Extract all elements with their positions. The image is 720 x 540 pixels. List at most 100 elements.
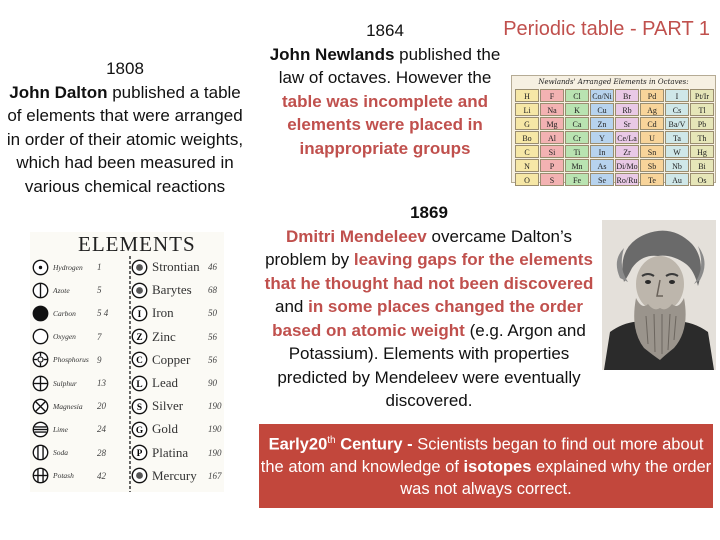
element-weight: 56: [208, 354, 217, 365]
octave-grid: H F Cl Co/Ni Br Pd I Pt/Ir Li Na K Cu Rb Ag Cs Tl G Mg Ca Z…: [515, 89, 714, 186]
magnesia-symbol-icon: [32, 398, 49, 415]
element-name: Iron: [152, 305, 174, 321]
element-row: Z Zinc 56: [131, 328, 217, 346]
element-name: Platina: [152, 444, 189, 460]
mendeleev-year: 1869: [410, 203, 448, 222]
octave-cell: Cl: [565, 89, 589, 102]
octave-cell: Ro/Ru: [615, 173, 639, 186]
element-row: Azote 5: [32, 281, 102, 299]
mendeleev-portrait: [602, 220, 716, 370]
early-lead-a: Early20: [268, 435, 328, 454]
element-weight: 28: [97, 447, 106, 458]
octave-cell: Th: [690, 131, 714, 144]
element-name: Copper: [152, 351, 191, 367]
early-sup: th: [327, 435, 336, 446]
early-text-2: explained why the order was not always c…: [400, 457, 712, 498]
azote-symbol-icon: [32, 282, 49, 299]
element-row: Mercury 167: [131, 467, 222, 485]
octave-cell: Ba/V: [665, 117, 689, 130]
octave-cell: Cd: [640, 117, 664, 130]
octave-cell: In: [590, 145, 614, 158]
element-row: G Gold 190: [131, 420, 222, 438]
element-row: Carbon 5 4: [32, 304, 108, 322]
dalton-section: 1808 John Dalton published a table of el…: [2, 57, 248, 198]
octave-cell: Ce/La: [615, 131, 639, 144]
element-name: Barytes: [152, 282, 192, 298]
octave-cell: Mn: [565, 159, 589, 172]
newlands-name: John Newlands: [269, 44, 395, 64]
octave-cell: Rb: [615, 103, 639, 116]
barytes-symbol-icon: [131, 282, 148, 299]
octave-cell: U: [640, 131, 664, 144]
strontian-symbol-icon: [131, 259, 148, 275]
element-weight: 20: [97, 401, 106, 412]
mendeleev-text-1: overcame Dalton’s problem by: [265, 226, 572, 270]
divider-column: [129, 256, 131, 492]
lime-symbol-icon: [32, 421, 49, 438]
octave-cell: Fe: [565, 173, 589, 186]
octave-cell: Nb: [665, 159, 689, 172]
element-row: S Silver 190: [131, 397, 222, 415]
element-weight: 50: [208, 308, 217, 319]
element-name: Azote: [53, 285, 70, 295]
element-weight: 56: [208, 331, 217, 342]
mendeleev-text-3: (e.g. Argon and Potassium). Elements wit…: [277, 320, 586, 411]
octave-cell: Zn: [590, 117, 614, 130]
svg-text:L: L: [136, 379, 142, 389]
hydrogen-symbol-icon: [32, 259, 49, 275]
element-weight: 5: [97, 285, 102, 296]
mendeleev-section: 1869 Dmitri Mendeleev overcame Dalton’s …: [258, 201, 600, 413]
zinc-symbol-icon: Z: [131, 328, 148, 345]
newlands-octave-table: Newlands' Arranged Elements in Octaves: …: [511, 75, 716, 186]
octave-cell: Pb: [690, 117, 714, 130]
early-20th-century-box: Early20th Century - Scientists began to …: [259, 424, 713, 508]
mendeleev-highlight-2: in some places changed the order based o…: [272, 297, 584, 340]
element-weight: 42: [97, 470, 106, 481]
svg-text:G: G: [136, 426, 144, 436]
element-row: Potash 42: [32, 467, 106, 485]
sulphur-symbol-icon: [32, 375, 49, 391]
octave-cell: C: [515, 145, 539, 158]
dalton-elements-chart: ELEMENTS Hydrogen 1 Azote 5 Carbon 5 4 Oxygen 7…: [30, 232, 224, 492]
element-row: Sulphur 13: [32, 374, 106, 392]
soda-symbol-icon: [32, 444, 49, 461]
newlands-year: 1864: [366, 21, 404, 40]
element-row: Barytes 68: [131, 281, 217, 299]
element-row: C Copper 56: [131, 351, 217, 369]
octave-cell: Li: [515, 103, 539, 116]
octave-cell: Te: [640, 173, 664, 186]
octave-cell: Al: [540, 131, 564, 144]
element-weight: 7: [97, 331, 102, 342]
octave-cell: H: [515, 89, 539, 102]
mendeleev-text-2: and: [274, 297, 304, 316]
octave-cell: Sb: [640, 159, 664, 172]
octave-cell: Br: [615, 89, 639, 102]
octave-cell: G: [515, 117, 539, 130]
gold-symbol-icon: G: [131, 421, 148, 438]
octave-cell: K: [565, 103, 589, 116]
carbon-symbol-icon: [32, 305, 49, 322]
octave-cell: As: [590, 159, 614, 172]
element-name: Lime: [53, 424, 68, 434]
early-isotopes: isotopes: [463, 457, 532, 476]
platina-symbol-icon: P: [131, 444, 148, 461]
svg-text:Z: Z: [136, 333, 142, 343]
page-title: Periodic table - PART 1: [503, 18, 710, 40]
element-weight: 9: [97, 354, 102, 365]
element-name: Phosphorus: [53, 355, 89, 365]
mendeleev-highlight-1: leaving gaps for the elements that he th…: [264, 250, 594, 293]
element-row: Phosphorus 9: [32, 351, 102, 369]
element-name: Mercury: [152, 467, 197, 483]
element-weight: 5 4: [97, 308, 109, 319]
octave-cell: Sn: [640, 145, 664, 158]
octave-cell: Pt/Ir: [690, 89, 714, 102]
element-row: Lime 24: [32, 420, 106, 438]
silver-symbol-icon: S: [131, 398, 148, 415]
svg-text:S: S: [137, 403, 142, 413]
dalton-name: John Dalton: [9, 82, 108, 102]
iron-symbol-icon: I: [131, 305, 148, 322]
mendeleev-name: Dmitri Mendeleev: [286, 226, 427, 246]
newlands-section: 1864 John Newlands published the law of …: [262, 19, 508, 160]
octave-cell: Cu: [590, 103, 614, 116]
element-name: Silver: [152, 398, 184, 414]
